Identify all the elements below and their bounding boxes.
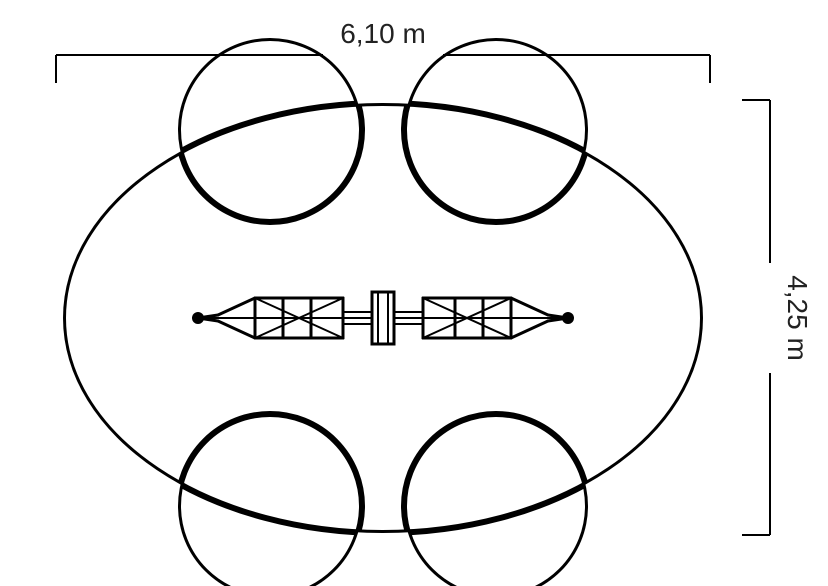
- dimension-width: 6,10 m: [56, 18, 710, 83]
- technical-drawing: 6,10 m 4,25 m: [0, 0, 828, 586]
- dimension-height-label: 4,25 m: [782, 275, 813, 361]
- seesaw-top-view: [192, 292, 574, 344]
- dimension-height: 4,25 m: [742, 100, 813, 535]
- dimension-width-label: 6,10 m: [340, 18, 426, 49]
